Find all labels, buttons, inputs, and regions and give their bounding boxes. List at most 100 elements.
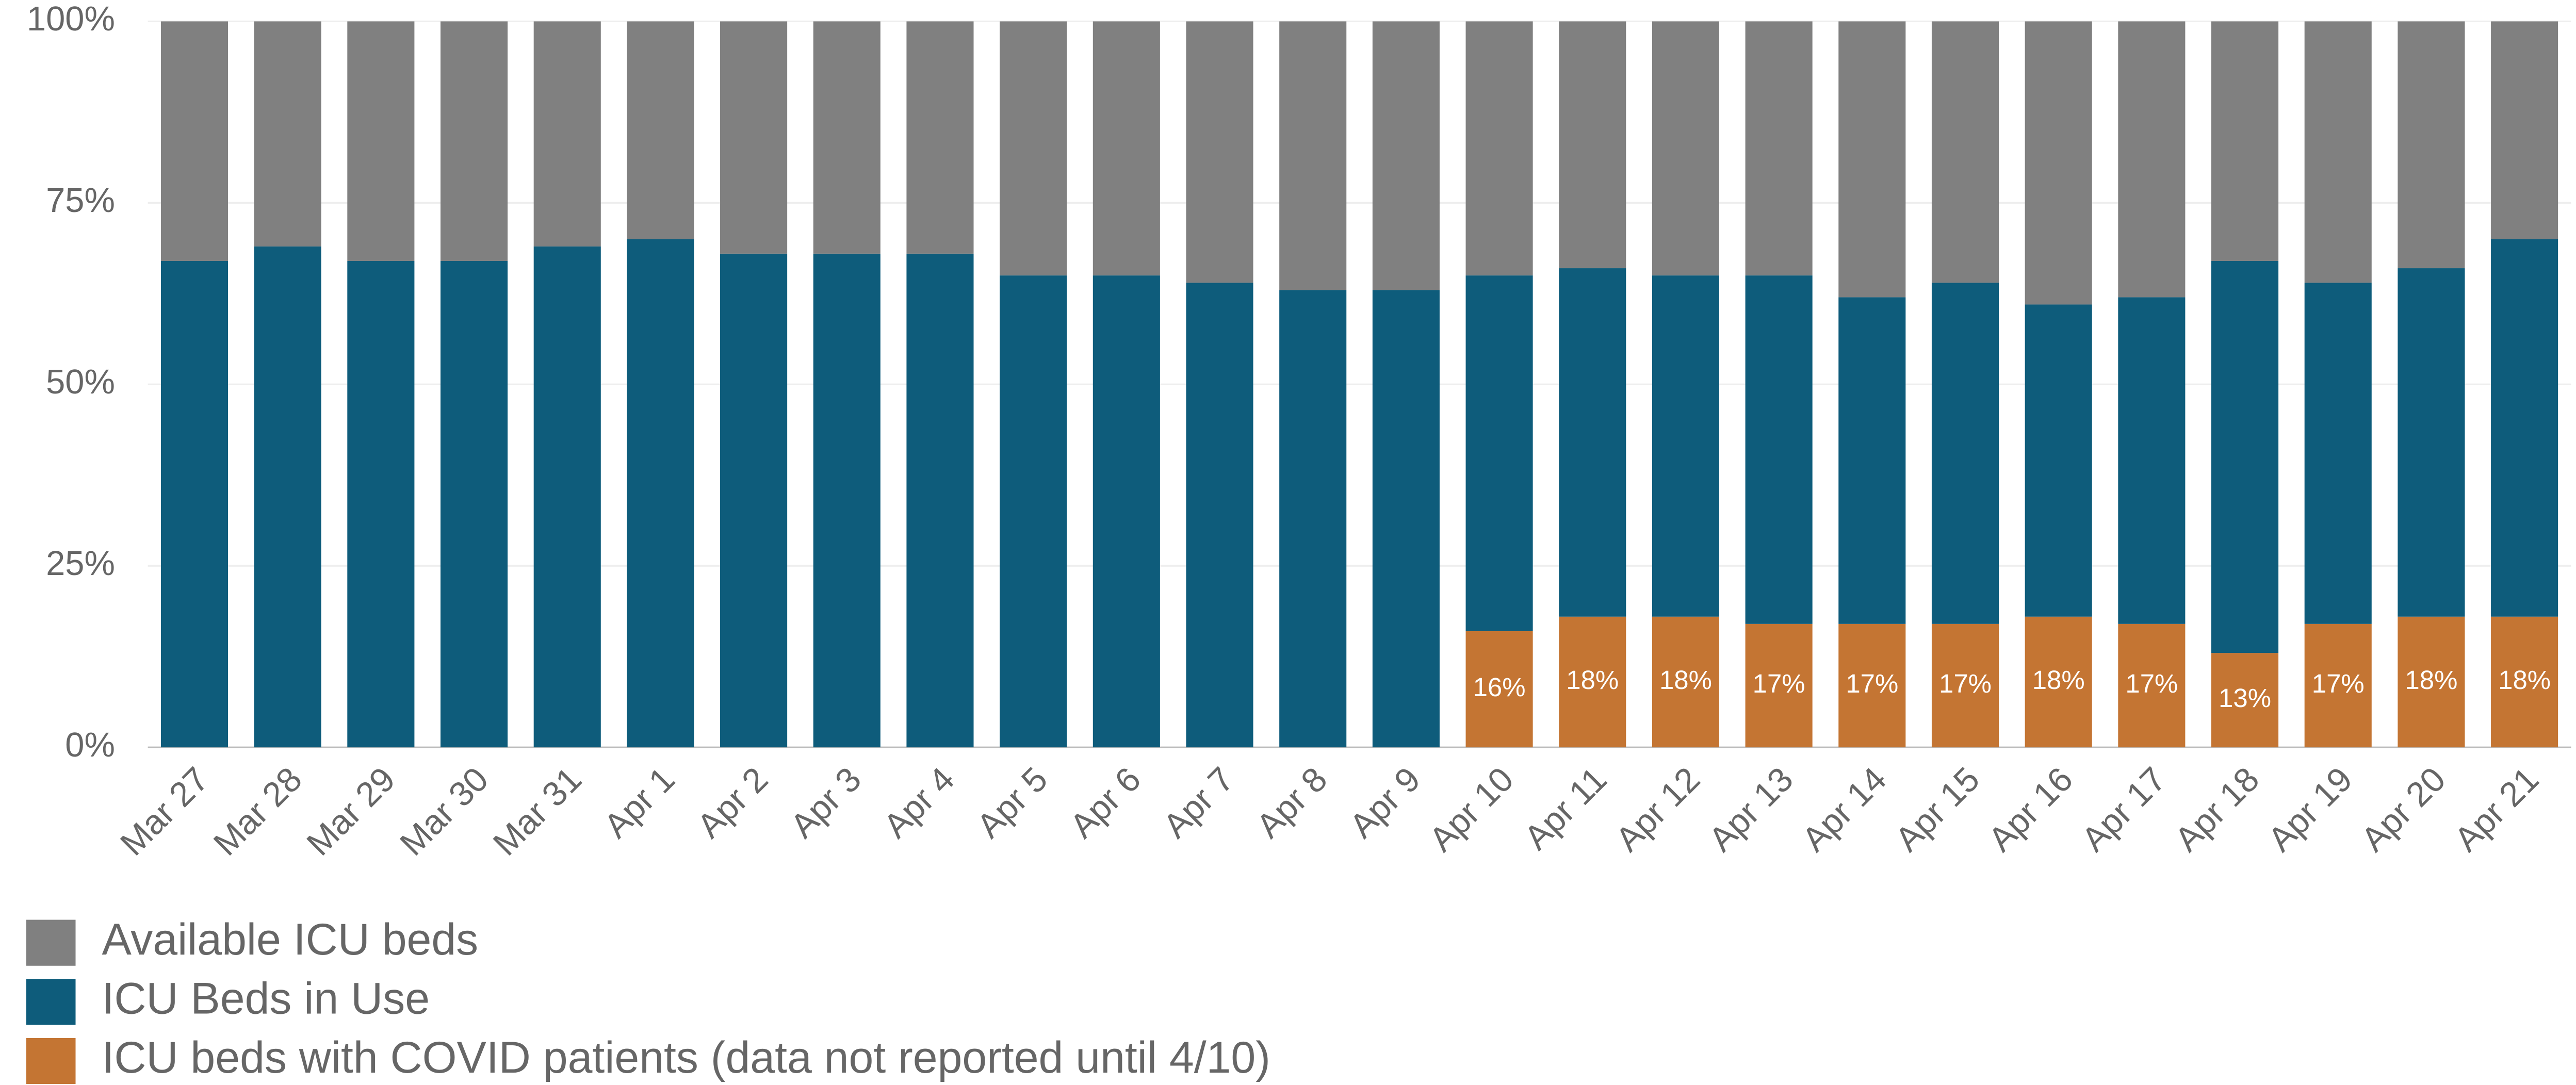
bar-segment (2118, 623, 2186, 748)
bar-segment (2398, 268, 2465, 617)
bar-segment (1652, 275, 1719, 617)
legend-label: ICU beds with COVID patients (data not r… (102, 1033, 1270, 1082)
bar-segment (2025, 616, 2092, 748)
x-tick-label: Apr 15 (1888, 760, 1987, 859)
bar-segment (1559, 616, 1626, 748)
y-tick-label: 75% (46, 181, 115, 220)
bar-segment (1372, 290, 1440, 748)
bar-segment (1745, 275, 1813, 624)
x-tick-label: Mar 29 (299, 760, 402, 863)
bar-segment (254, 21, 321, 246)
x-tick-label: Apr 20 (2354, 760, 2453, 859)
x-tick-label: Apr 14 (1795, 760, 1894, 859)
bar-segment (2491, 21, 2558, 239)
bar-segment (1465, 21, 1533, 276)
x-tick-label: Mar 30 (393, 760, 496, 863)
bar-segment (347, 21, 415, 261)
bar-segment (1652, 21, 1719, 276)
x-tick-label: Mar 28 (206, 760, 309, 863)
bar-segment (2211, 21, 2279, 261)
x-tick-label: Apr 13 (1701, 760, 1800, 859)
bar-segment (1745, 623, 1813, 748)
bar-segment (1931, 623, 1999, 748)
bar-segment (1186, 21, 1253, 283)
data-label: 16% (1473, 672, 1526, 702)
bar-segment (2398, 21, 2465, 269)
x-tick-label: Mar 27 (113, 760, 216, 863)
bar-segment (2211, 653, 2279, 748)
bar-segment (1093, 275, 1160, 748)
data-label: 18% (2032, 665, 2085, 695)
bar-segment (627, 21, 694, 239)
bar-segment (2025, 304, 2092, 617)
data-label: 17% (1846, 669, 1898, 698)
x-tick-label: Apr 12 (1608, 760, 1707, 859)
x-tick-label: Apr 7 (1156, 760, 1242, 845)
x-tick-label: Apr 10 (1422, 760, 1521, 859)
x-tick-label: Apr 11 (1517, 760, 1615, 857)
x-tick-label: Apr 3 (783, 760, 869, 845)
x-tick-label: Apr 18 (2167, 760, 2267, 859)
x-tick-label: Apr 1 (597, 760, 682, 845)
data-label: 17% (2312, 669, 2365, 698)
data-label: 18% (2498, 665, 2551, 695)
bar-segment (1931, 283, 1999, 624)
bar-segment (1559, 268, 1626, 617)
bar-segment (160, 21, 229, 261)
legend-swatch (26, 1038, 76, 1084)
bar-segment (2304, 623, 2372, 748)
bar-segment (1838, 623, 1906, 748)
bar-segment (813, 253, 881, 748)
x-tick-label: Apr 4 (876, 760, 962, 845)
bar-segment (1931, 21, 1999, 283)
bar-segment (440, 260, 508, 748)
bar-segment (720, 21, 788, 254)
y-tick-label: 50% (46, 363, 115, 401)
bar-segment (1093, 21, 1160, 276)
bar-segment (1838, 297, 1906, 624)
bar-segment (813, 21, 881, 254)
bar-segment (1000, 21, 1067, 276)
y-tick-label: 0% (65, 726, 115, 764)
x-tick-label: Apr 2 (690, 760, 775, 845)
bar-segment (1745, 21, 1813, 276)
bar-segment (2304, 283, 2372, 624)
bar-segment (1559, 21, 1626, 269)
data-label: 17% (1939, 669, 1992, 698)
data-label: 17% (1753, 669, 1805, 698)
bar-segment (1000, 275, 1067, 748)
x-tick-label: Apr 19 (2261, 760, 2360, 859)
bar-segment (2304, 21, 2372, 283)
x-tick-label: Mar 31 (486, 760, 589, 863)
x-tick-label: Apr 16 (1981, 760, 2080, 859)
x-tick-label: Apr 9 (1342, 760, 1428, 845)
bar-segment (2118, 297, 2186, 624)
x-tick-label: Apr 21 (2447, 760, 2546, 859)
bar-segment (2211, 260, 2279, 653)
bar-segment (906, 253, 974, 748)
bar-segment (2398, 616, 2465, 748)
bar-segment (2025, 21, 2092, 305)
bar-segment (906, 21, 974, 254)
bar-segment (1279, 290, 1347, 748)
bar-segment (627, 239, 694, 748)
data-label: 13% (2219, 683, 2271, 713)
bar-segment (254, 246, 321, 748)
y-tick-label: 100% (27, 0, 115, 38)
x-tick-label: Apr 6 (1063, 760, 1148, 845)
bar-segment (1279, 21, 1347, 290)
legend-label: ICU Beds in Use (102, 974, 430, 1024)
bar-segment (347, 260, 415, 748)
bar-segment (720, 253, 788, 748)
bar-segment (2491, 616, 2558, 748)
x-tick-label: Apr 5 (969, 760, 1055, 845)
y-tick-label: 25% (46, 544, 115, 583)
legend-swatch (26, 919, 76, 966)
legend-swatch (26, 979, 76, 1025)
x-tick-label: Apr 8 (1249, 760, 1334, 845)
x-tick-label: Apr 17 (2074, 760, 2173, 859)
bar-segment (533, 246, 601, 748)
bar-segment (440, 21, 508, 261)
